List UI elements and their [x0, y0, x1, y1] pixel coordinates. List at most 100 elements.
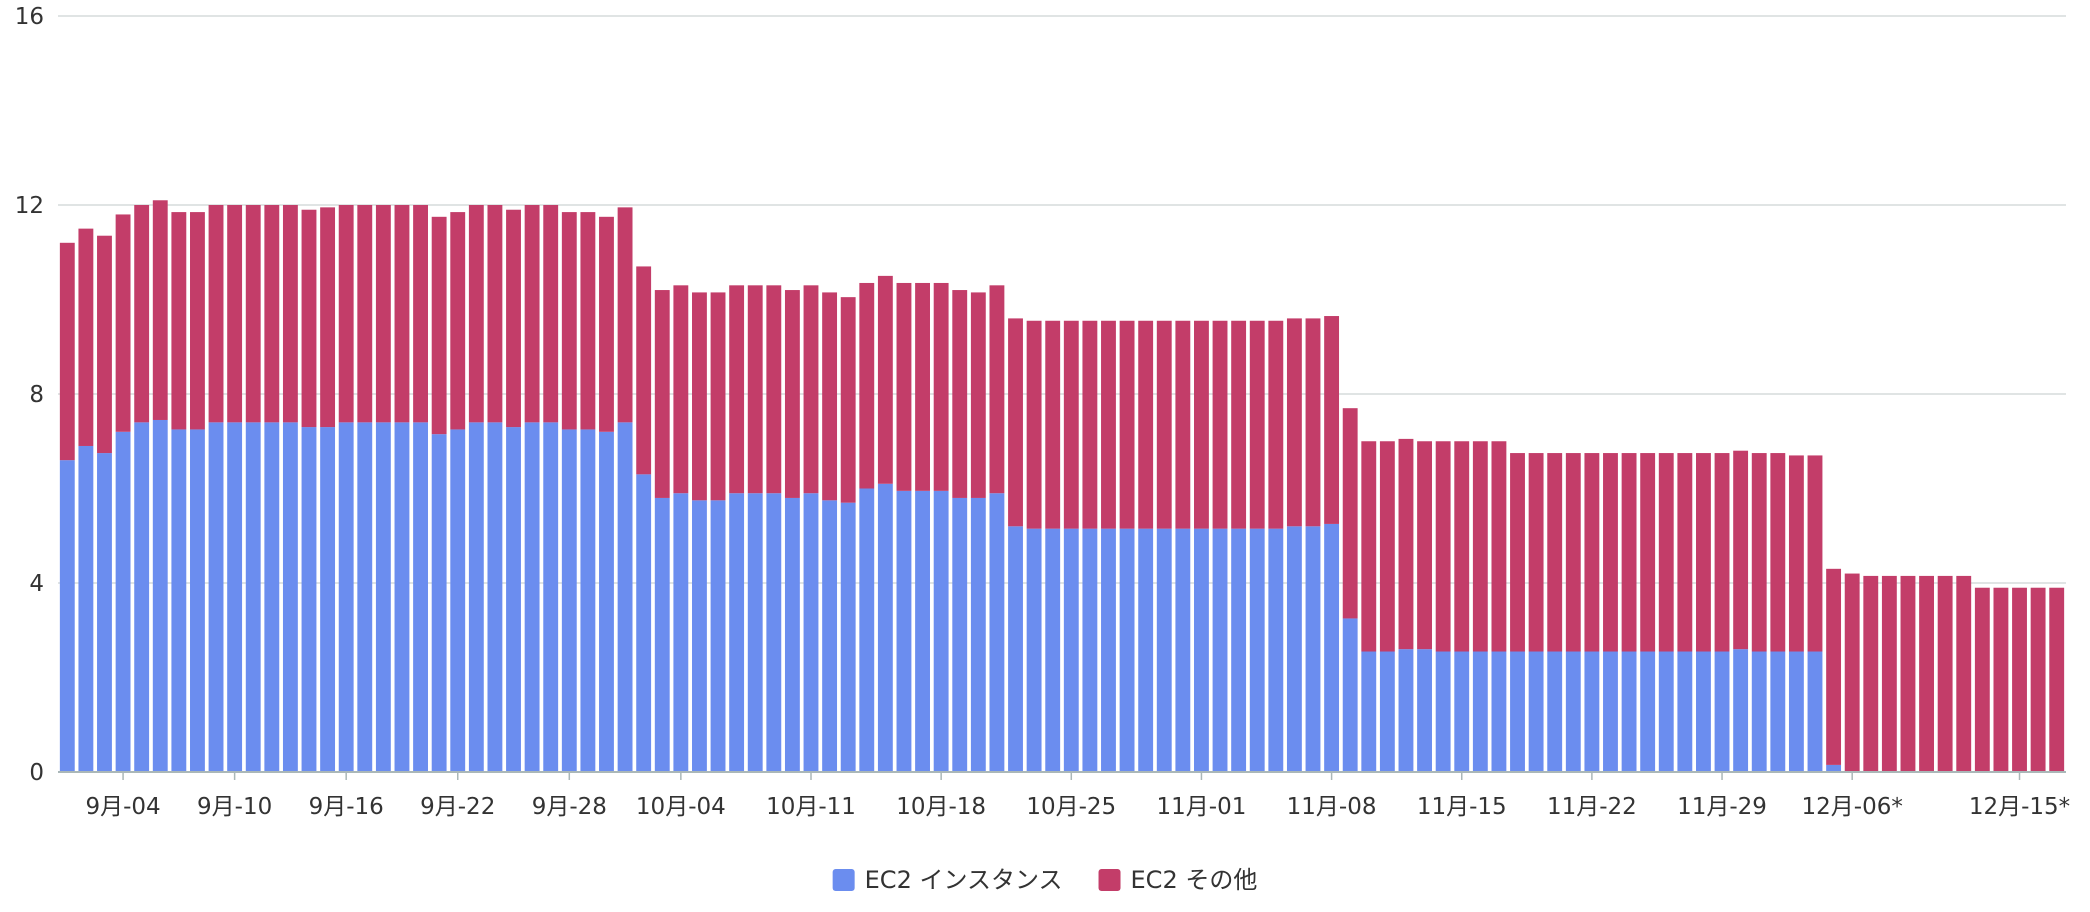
bar-ec2-other-11-01[interactable] [1194, 320, 1209, 529]
bar-ec2-instance-10-21[interactable] [989, 493, 1005, 772]
bar-ec2-instance-11-01[interactable] [1194, 528, 1209, 772]
bar-ec2-instance-11-08[interactable] [1324, 523, 1340, 772]
bar-ec2-instance-10-27[interactable] [1101, 528, 1116, 772]
bar-ec2-other-09-27[interactable] [543, 205, 559, 423]
bar-ec2-instance-11-02[interactable] [1212, 528, 1228, 772]
bar-ec2-instance-09-26[interactable] [524, 422, 540, 772]
bar-ec2-other-11-11[interactable] [1379, 441, 1395, 652]
bar-ec2-instance-10-15[interactable] [877, 483, 893, 772]
bar-ec2-other-10-24[interactable] [1045, 320, 1061, 529]
bar-ec2-other-11-27[interactable] [1677, 453, 1693, 652]
bar-ec2-instance-09-10[interactable] [227, 422, 243, 772]
bar-ec2-instance-10-14[interactable] [859, 488, 875, 773]
bar-ec2-other-12-13[interactable] [1974, 587, 1990, 772]
bar-ec2-instance-09-24[interactable] [487, 422, 503, 772]
bar-ec2-other-11-28[interactable] [1696, 453, 1711, 652]
bar-ec2-other-12-10[interactable] [1919, 575, 1934, 772]
bar-ec2-other-11-30[interactable] [1733, 450, 1749, 650]
bar-ec2-instance-09-13[interactable] [282, 422, 298, 772]
bar-ec2-other-11-22[interactable] [1584, 453, 1600, 652]
bar-ec2-other-12-09[interactable] [1900, 575, 1916, 772]
bar-ec2-other-12-03[interactable] [1788, 455, 1804, 652]
bar-ec2-instance-10-17[interactable] [915, 490, 930, 772]
bar-ec2-other-09-16[interactable] [338, 205, 354, 423]
bar-ec2-instance-09-28[interactable] [561, 429, 577, 772]
bar-ec2-instance-10-25[interactable] [1063, 528, 1079, 772]
bar-ec2-instance-10-01[interactable] [617, 422, 633, 772]
bar-ec2-other-09-11[interactable] [245, 205, 261, 423]
bar-ec2-other-09-09[interactable] [208, 205, 224, 423]
bar-ec2-other-10-07[interactable] [729, 285, 745, 494]
bar-ec2-other-09-14[interactable] [301, 209, 317, 428]
bar-ec2-other-11-08[interactable] [1324, 316, 1340, 524]
bar-ec2-other-11-06[interactable] [1286, 318, 1302, 527]
bar-ec2-other-11-10[interactable] [1361, 441, 1377, 652]
bar-ec2-instance-09-29[interactable] [580, 429, 596, 772]
bar-ec2-instance-09-25[interactable] [506, 427, 521, 772]
bar-ec2-other-12-16[interactable] [2030, 587, 2046, 772]
bar-ec2-instance-09-16[interactable] [338, 422, 354, 772]
bar-ec2-other-11-09[interactable] [1342, 408, 1358, 619]
bar-ec2-instance-10-23[interactable] [1026, 528, 1042, 772]
bar-ec2-other-10-11[interactable] [803, 285, 819, 494]
bar-ec2-other-10-10[interactable] [784, 290, 800, 498]
bar-ec2-other-09-20[interactable] [413, 205, 428, 423]
bar-ec2-instance-09-01[interactable] [59, 460, 75, 772]
bar-ec2-other-09-26[interactable] [524, 205, 540, 423]
bar-ec2-other-10-02[interactable] [636, 266, 652, 475]
bar-ec2-instance-10-20[interactable] [970, 497, 986, 772]
bar-ec2-other-11-03[interactable] [1231, 320, 1247, 529]
bar-ec2-instance-10-07[interactable] [729, 493, 745, 772]
bar-ec2-instance-10-28[interactable] [1119, 528, 1135, 772]
bar-ec2-instance-09-22[interactable] [450, 429, 466, 772]
bar-ec2-other-10-23[interactable] [1026, 320, 1042, 529]
bar-ec2-other-10-27[interactable] [1101, 320, 1116, 529]
bar-ec2-instance-11-13[interactable] [1417, 649, 1432, 772]
bar-ec2-instance-10-06[interactable] [710, 500, 726, 772]
bar-ec2-instance-10-09[interactable] [766, 493, 782, 772]
bar-ec2-instance-11-09[interactable] [1342, 618, 1358, 772]
bar-ec2-other-10-05[interactable] [692, 292, 707, 501]
bar-ec2-instance-10-30[interactable] [1156, 528, 1172, 772]
bar-ec2-instance-09-03[interactable] [97, 453, 112, 772]
bar-ec2-other-10-16[interactable] [896, 282, 912, 491]
bar-ec2-other-11-25[interactable] [1640, 453, 1656, 652]
bar-ec2-other-10-31[interactable] [1175, 320, 1191, 529]
bar-ec2-other-09-30[interactable] [599, 216, 614, 432]
bar-ec2-other-11-29[interactable] [1714, 453, 1730, 652]
bar-ec2-instance-10-11[interactable] [803, 493, 819, 772]
bar-ec2-instance-10-29[interactable] [1138, 528, 1154, 772]
bar-ec2-instance-09-04[interactable] [115, 431, 131, 772]
bar-ec2-instance-11-24[interactable] [1621, 651, 1637, 772]
bar-ec2-instance-11-10[interactable] [1361, 651, 1377, 772]
bar-ec2-other-12-02[interactable] [1770, 453, 1786, 652]
bar-ec2-other-10-21[interactable] [989, 285, 1005, 494]
bar-ec2-other-12-07[interactable] [1863, 575, 1879, 772]
bar-ec2-instance-11-03[interactable] [1231, 528, 1247, 772]
bar-ec2-other-09-17[interactable] [357, 205, 373, 423]
bar-ec2-instance-09-02[interactable] [78, 445, 94, 772]
bar-ec2-instance-11-19[interactable] [1528, 651, 1544, 772]
bar-ec2-instance-10-19[interactable] [952, 497, 968, 772]
bar-ec2-instance-10-05[interactable] [692, 500, 707, 772]
bar-ec2-instance-12-05[interactable] [1826, 764, 1842, 772]
bar-ec2-instance-10-24[interactable] [1045, 528, 1061, 772]
bar-ec2-other-09-25[interactable] [506, 209, 521, 428]
bar-ec2-instance-09-15[interactable] [320, 427, 336, 772]
bar-ec2-other-11-12[interactable] [1398, 438, 1414, 650]
bar-ec2-other-09-13[interactable] [282, 205, 298, 423]
bar-ec2-other-11-02[interactable] [1212, 320, 1228, 529]
bar-ec2-other-11-19[interactable] [1528, 453, 1544, 652]
bar-ec2-instance-11-05[interactable] [1268, 528, 1284, 772]
bar-ec2-instance-10-18[interactable] [933, 490, 949, 772]
bar-ec2-other-11-18[interactable] [1510, 453, 1525, 652]
bar-ec2-other-12-01[interactable] [1751, 453, 1767, 652]
bar-ec2-other-09-29[interactable] [580, 212, 596, 430]
bar-ec2-instance-10-03[interactable] [654, 497, 670, 772]
bar-ec2-instance-09-14[interactable] [301, 427, 317, 772]
bar-ec2-instance-10-02[interactable] [636, 474, 652, 772]
bar-ec2-other-11-15[interactable] [1454, 441, 1470, 652]
bar-ec2-instance-11-06[interactable] [1286, 526, 1302, 772]
bar-ec2-other-12-15[interactable] [2012, 587, 2027, 772]
bar-ec2-instance-11-20[interactable] [1547, 651, 1563, 772]
